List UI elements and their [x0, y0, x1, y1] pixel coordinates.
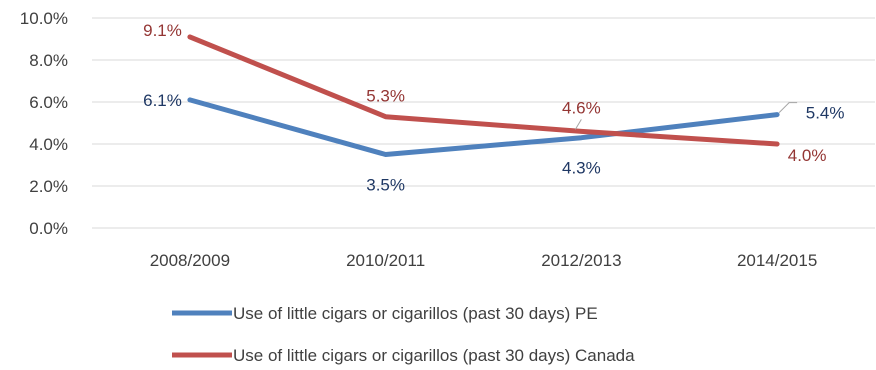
legend: Use of little cigars or cigarillos (past… — [172, 304, 635, 365]
y-tick-label: 10.0% — [20, 9, 68, 28]
series-line-pe — [187, 97, 780, 157]
series-lines — [187, 34, 780, 157]
data-label: 3.5% — [366, 176, 405, 195]
legend-label: Use of little cigars or cigarillos (past… — [233, 304, 598, 323]
x-tick-label: 2012/2013 — [541, 251, 621, 270]
y-tick-label: 6.0% — [29, 93, 68, 112]
data-labels: 6.1% 3.5% 4.3% 5.4% 9.1% 5.3% 4.6% 4.0% — [143, 21, 844, 195]
x-tick-label: 2014/2015 — [737, 251, 817, 270]
series-line-canada — [187, 34, 780, 147]
x-tick-label: 2010/2011 — [346, 251, 425, 270]
leader-line — [778, 102, 798, 113]
data-label: 4.0% — [788, 146, 827, 165]
x-axis-tick-labels: 2008/2009 2010/2011 2012/2013 2014/2015 — [150, 251, 818, 270]
label-leader-lines — [574, 102, 798, 130]
x-tick-label: 2008/2009 — [150, 251, 230, 270]
data-label: 4.3% — [562, 159, 601, 178]
data-label: 9.1% — [143, 21, 182, 40]
y-tick-label: 2.0% — [29, 177, 68, 196]
y-axis-tick-labels: 0.0% 2.0% 4.0% 6.0% 8.0% 10.0% — [20, 9, 68, 238]
data-label: 6.1% — [143, 91, 182, 110]
data-label: 5.3% — [366, 87, 405, 106]
data-label: 4.6% — [562, 98, 601, 117]
y-tick-label: 8.0% — [29, 51, 68, 70]
legend-label: Use of little cigars or cigarillos (past… — [233, 346, 635, 365]
y-tick-label: 0.0% — [29, 219, 68, 238]
data-label: 5.4% — [806, 104, 845, 123]
leader-line — [574, 119, 582, 130]
y-tick-label: 4.0% — [29, 135, 68, 154]
